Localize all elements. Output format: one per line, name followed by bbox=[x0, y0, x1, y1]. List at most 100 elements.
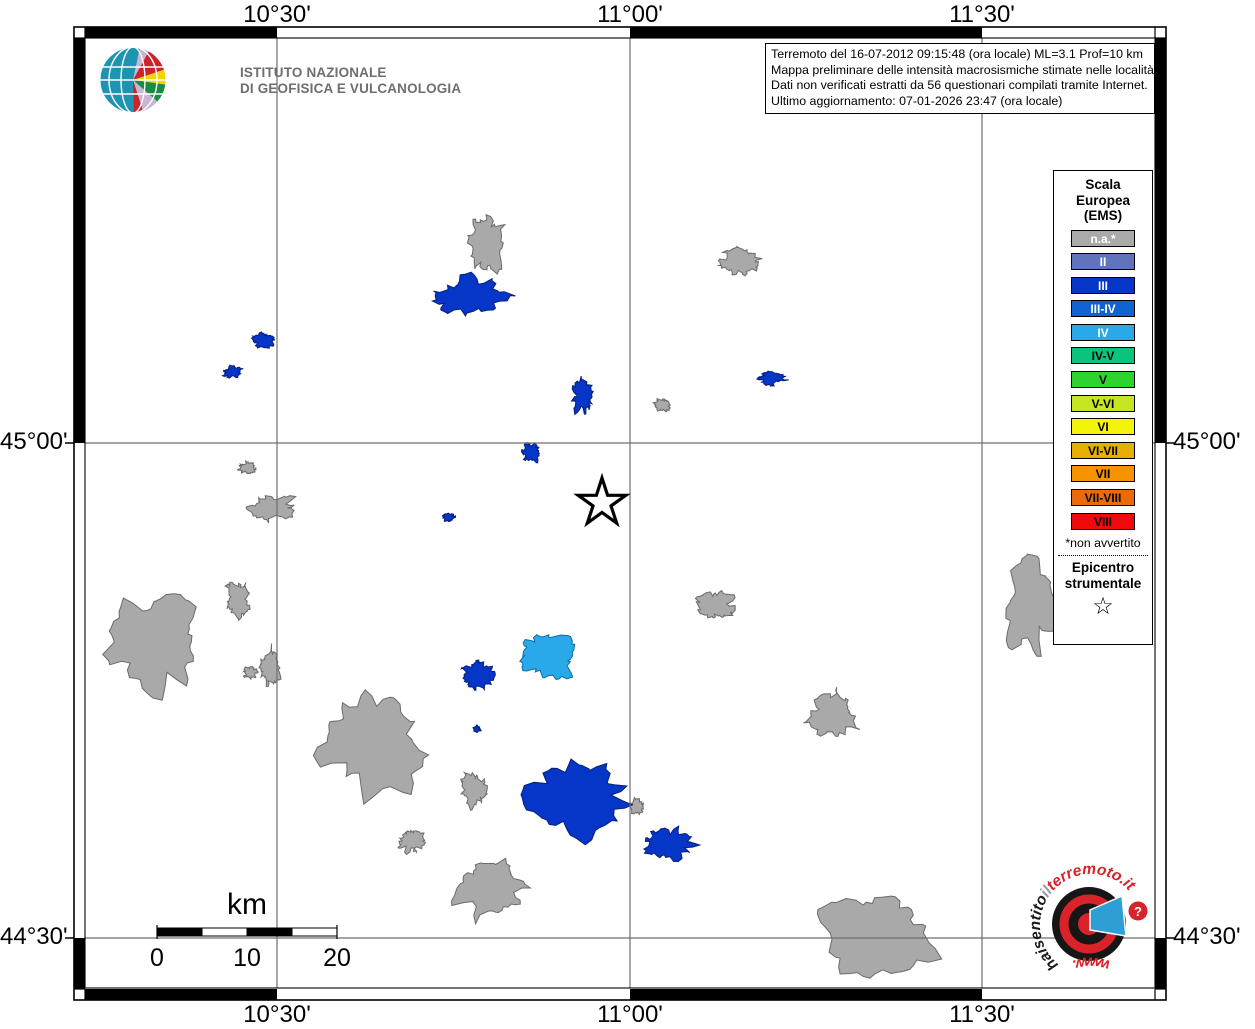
locality-polygon-intensity-na bbox=[717, 245, 763, 277]
axis-label-left-1: 44°30' bbox=[0, 922, 68, 950]
scale-bar-tick-0: 0 bbox=[150, 944, 164, 972]
ems-legend: Scala Europea (EMS) n.a.* II III III-IV IV IV… bbox=[1053, 170, 1153, 645]
axis-label-bottom-1: 11°00' bbox=[597, 1001, 663, 1028]
legend-swatch-VI: VI bbox=[1071, 418, 1135, 436]
scale-bar-segment-1 bbox=[201, 927, 248, 937]
graticule-layer bbox=[85, 38, 1155, 988]
map-inner-background bbox=[85, 38, 1155, 988]
legend-swatch-II: II bbox=[1071, 253, 1135, 271]
locality-polygons-layer bbox=[102, 214, 1062, 979]
scale-bar-segment-3 bbox=[291, 927, 338, 937]
locality-polygon-intensity-na bbox=[224, 581, 251, 622]
frame-black-segments bbox=[74, 27, 1166, 1000]
locality-polygon-intensity-III bbox=[520, 441, 540, 464]
legend-title-line3: (EMS) bbox=[1083, 208, 1123, 223]
ingv-wordmark: ISTITUTO NAZIONALE DI GEOFISICA E VULCAN… bbox=[240, 64, 461, 96]
locality-polygon-intensity-na bbox=[397, 829, 427, 856]
axis-label-top-2: 11°30' bbox=[949, 1, 1015, 28]
scale-bar-segment-2 bbox=[246, 927, 293, 937]
frame-inner-rect bbox=[84, 37, 1156, 989]
latitude-ticks bbox=[65, 442, 1175, 939]
locality-polygon-intensity-na bbox=[816, 895, 943, 979]
legend-swatch-III-IV: III-IV bbox=[1071, 300, 1135, 318]
legend-swatch-V-VI: V-VI bbox=[1071, 394, 1135, 412]
locality-polygon-intensity-IV bbox=[518, 633, 576, 681]
ingv-line2: DI GEOFISICA E VULCANOLOGIA bbox=[240, 80, 462, 96]
legend-swatch-n.a.*: n.a.* bbox=[1071, 229, 1135, 247]
locality-polygon-intensity-na bbox=[652, 397, 672, 413]
legend-swatch-VII: VII bbox=[1071, 465, 1135, 483]
locality-polygon-intensity-III bbox=[431, 271, 516, 318]
legend-footnote: *non avvertito bbox=[1065, 536, 1141, 551]
locality-polygon-intensity-na bbox=[459, 771, 489, 812]
epicenter-star-icon bbox=[573, 472, 631, 528]
scale-bar-segment-0 bbox=[156, 927, 203, 937]
locality-polygon-intensity-na bbox=[1005, 553, 1062, 657]
info-box-line-1: Terremoto del 16-07-2012 09:15:48 (ora l… bbox=[771, 47, 1143, 61]
locality-polygon-intensity-III bbox=[642, 825, 702, 863]
legend-swatch-IV: IV bbox=[1071, 323, 1135, 341]
axis-label-bottom-0: 10°30' bbox=[243, 1001, 311, 1028]
axis-label-bottom-2: 11°30' bbox=[949, 1001, 1015, 1028]
locality-polygon-intensity-na bbox=[242, 665, 260, 681]
locality-polygon-intensity-na bbox=[102, 593, 197, 701]
scale-bar-tick-10: 10 bbox=[233, 944, 261, 972]
legend-swatch-III: III bbox=[1071, 276, 1135, 294]
legend-title-line1: Scala bbox=[1085, 177, 1121, 192]
megaphone-icon bbox=[1089, 894, 1127, 937]
earthquake-info-box: Terremoto del 16-07-2012 09:15:48 (ora l… bbox=[765, 43, 1155, 115]
frame-outer-rect bbox=[73, 26, 1167, 1001]
locality-polygon-intensity-III bbox=[221, 364, 244, 379]
map-frame bbox=[65, 26, 1175, 1001]
legend-swatch-VII-VIII: VII-VIII bbox=[1071, 489, 1135, 507]
ingv-logo: ISTITUTO NAZIONALE DI GEOFISICA E VULCAN… bbox=[98, 45, 470, 115]
haisentitoilterremoto-logo: ? haisentitoilterremoto.it www. bbox=[1027, 861, 1148, 974]
ingv-line1: ISTITUTO NAZIONALE bbox=[240, 64, 387, 80]
question-mark: ? bbox=[1134, 904, 1142, 919]
legend-swatch-IV-V: IV-V bbox=[1071, 347, 1135, 365]
scale-bar-tick-20: 20 bbox=[323, 944, 351, 972]
axis-label-left-0: 45°00' bbox=[0, 427, 68, 455]
locality-polygon-intensity-III bbox=[570, 375, 594, 416]
info-box-line-2: Mappa preliminare delle intensità macros… bbox=[771, 62, 1154, 77]
locality-polygon-intensity-na bbox=[258, 643, 282, 688]
locality-polygon-intensity-na bbox=[245, 495, 297, 524]
locality-polygon-intensity-III bbox=[520, 758, 634, 846]
locality-polygon-intensity-na bbox=[236, 460, 258, 475]
info-box-line-4: Ultimo aggiornamento: 07-01-2026 23:47 (… bbox=[771, 93, 1063, 108]
scale-bar-unit: km bbox=[227, 888, 267, 921]
locality-polygon-intensity-III bbox=[250, 331, 276, 349]
question-badge bbox=[1128, 901, 1148, 921]
logo-www-text: www. bbox=[1070, 953, 1112, 973]
axis-label-top-1: 11°00' bbox=[597, 1, 663, 28]
locality-polygon-intensity-na bbox=[803, 687, 861, 737]
legend-epicenter-star-icon: ☆ bbox=[1092, 593, 1114, 621]
locality-polygon-intensity-III bbox=[472, 724, 483, 734]
axis-label-right-0: 45°00' bbox=[1173, 427, 1241, 455]
frame-corner-dividers bbox=[74, 27, 1166, 1000]
legend-divider bbox=[1057, 555, 1149, 557]
logo-arc-part-1: sentito bbox=[1027, 892, 1051, 951]
info-box-line-3: Dati non verificati estratti da 56 quest… bbox=[771, 78, 1148, 93]
legend-swatch-VIII: VIII bbox=[1071, 512, 1135, 530]
legend-title-line2: Europea bbox=[1075, 192, 1130, 208]
epicenter-star bbox=[573, 472, 631, 528]
locality-polygon-intensity-na bbox=[694, 589, 736, 619]
axis-label-top-0: 10°30' bbox=[243, 1, 311, 28]
locality-polygon-intensity-na bbox=[312, 689, 430, 806]
legend-swatches: n.a.* II III III-IV IV IV-V V V-VI VI VI-VII VII VI… bbox=[1054, 229, 1152, 530]
legend-swatch-V: V bbox=[1071, 371, 1135, 389]
legend-epicenter-line1: Epicentro bbox=[1071, 560, 1135, 576]
axis-label-right-1: 44°30' bbox=[1173, 922, 1241, 950]
locality-polygon-intensity-na bbox=[466, 214, 507, 275]
locality-polygon-intensity-III bbox=[756, 370, 789, 387]
locality-polygon-intensity-III bbox=[460, 659, 496, 692]
locality-polygon-intensity-III bbox=[441, 512, 457, 523]
locality-polygon-intensity-na bbox=[451, 857, 532, 926]
legend-swatch-VI-VII: VI-VII bbox=[1071, 441, 1135, 459]
ingv-globe-icon bbox=[99, 46, 167, 114]
scale-bar: km 0 10 20 bbox=[150, 888, 351, 972]
legend-epicenter-line2: strumentale bbox=[1064, 576, 1142, 592]
